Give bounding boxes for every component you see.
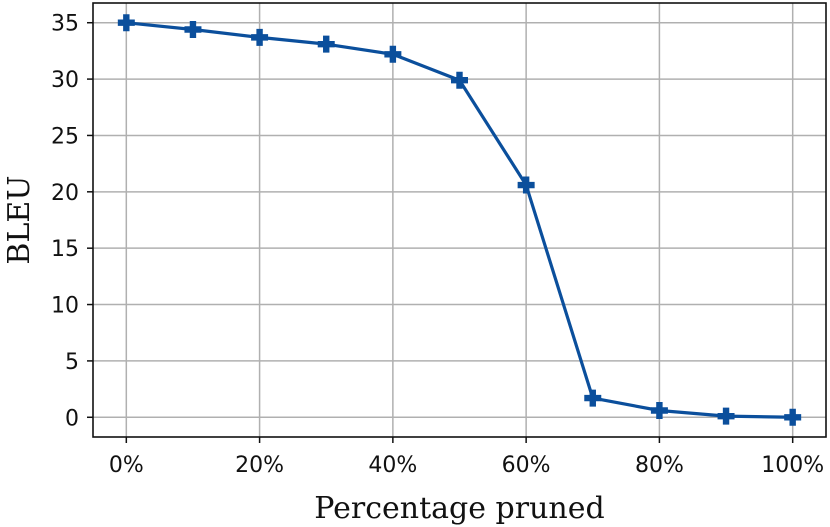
y-tick-label: 30 — [51, 68, 79, 93]
x-tick-label: 20% — [235, 453, 284, 478]
data-point-marker — [117, 14, 135, 32]
y-tick-label: 25 — [51, 124, 79, 149]
x-tick-label: 40% — [368, 453, 417, 478]
y-tick-label: 0 — [65, 406, 79, 431]
x-tick-label: 100% — [761, 453, 824, 478]
y-tick-label: 20 — [51, 181, 79, 206]
data-point-marker — [184, 20, 202, 38]
plot-frame — [92, 2, 827, 438]
y-tick-label: 15 — [51, 237, 79, 262]
x-tick-label: 80% — [635, 453, 684, 478]
y-tick-label: 10 — [51, 294, 79, 319]
x-axis-ticks: 0% 20% 40% 60% 80% 100% — [109, 437, 824, 478]
grid — [93, 3, 826, 437]
data-point-marker — [517, 176, 535, 194]
data-point-marker — [650, 402, 668, 420]
x-tick-label: 60% — [502, 453, 551, 478]
x-tick-label: 0% — [109, 453, 144, 478]
y-tick-label: 35 — [51, 12, 79, 37]
series-layer — [117, 14, 802, 426]
data-point-marker — [451, 71, 468, 89]
y-tick-label: 5 — [65, 350, 79, 375]
y-axis-ticks: 0 5 10 15 20 25 30 35 — [51, 12, 93, 431]
data-point-marker — [251, 28, 269, 46]
data-point-marker — [784, 408, 802, 426]
y-axis-label: BLEU — [2, 175, 37, 264]
data-point-marker — [384, 45, 402, 63]
data-point-marker — [584, 389, 602, 407]
data-point-marker — [717, 407, 735, 425]
data-point-marker — [317, 35, 335, 53]
x-axis-label: Percentage pruned — [314, 491, 604, 526]
